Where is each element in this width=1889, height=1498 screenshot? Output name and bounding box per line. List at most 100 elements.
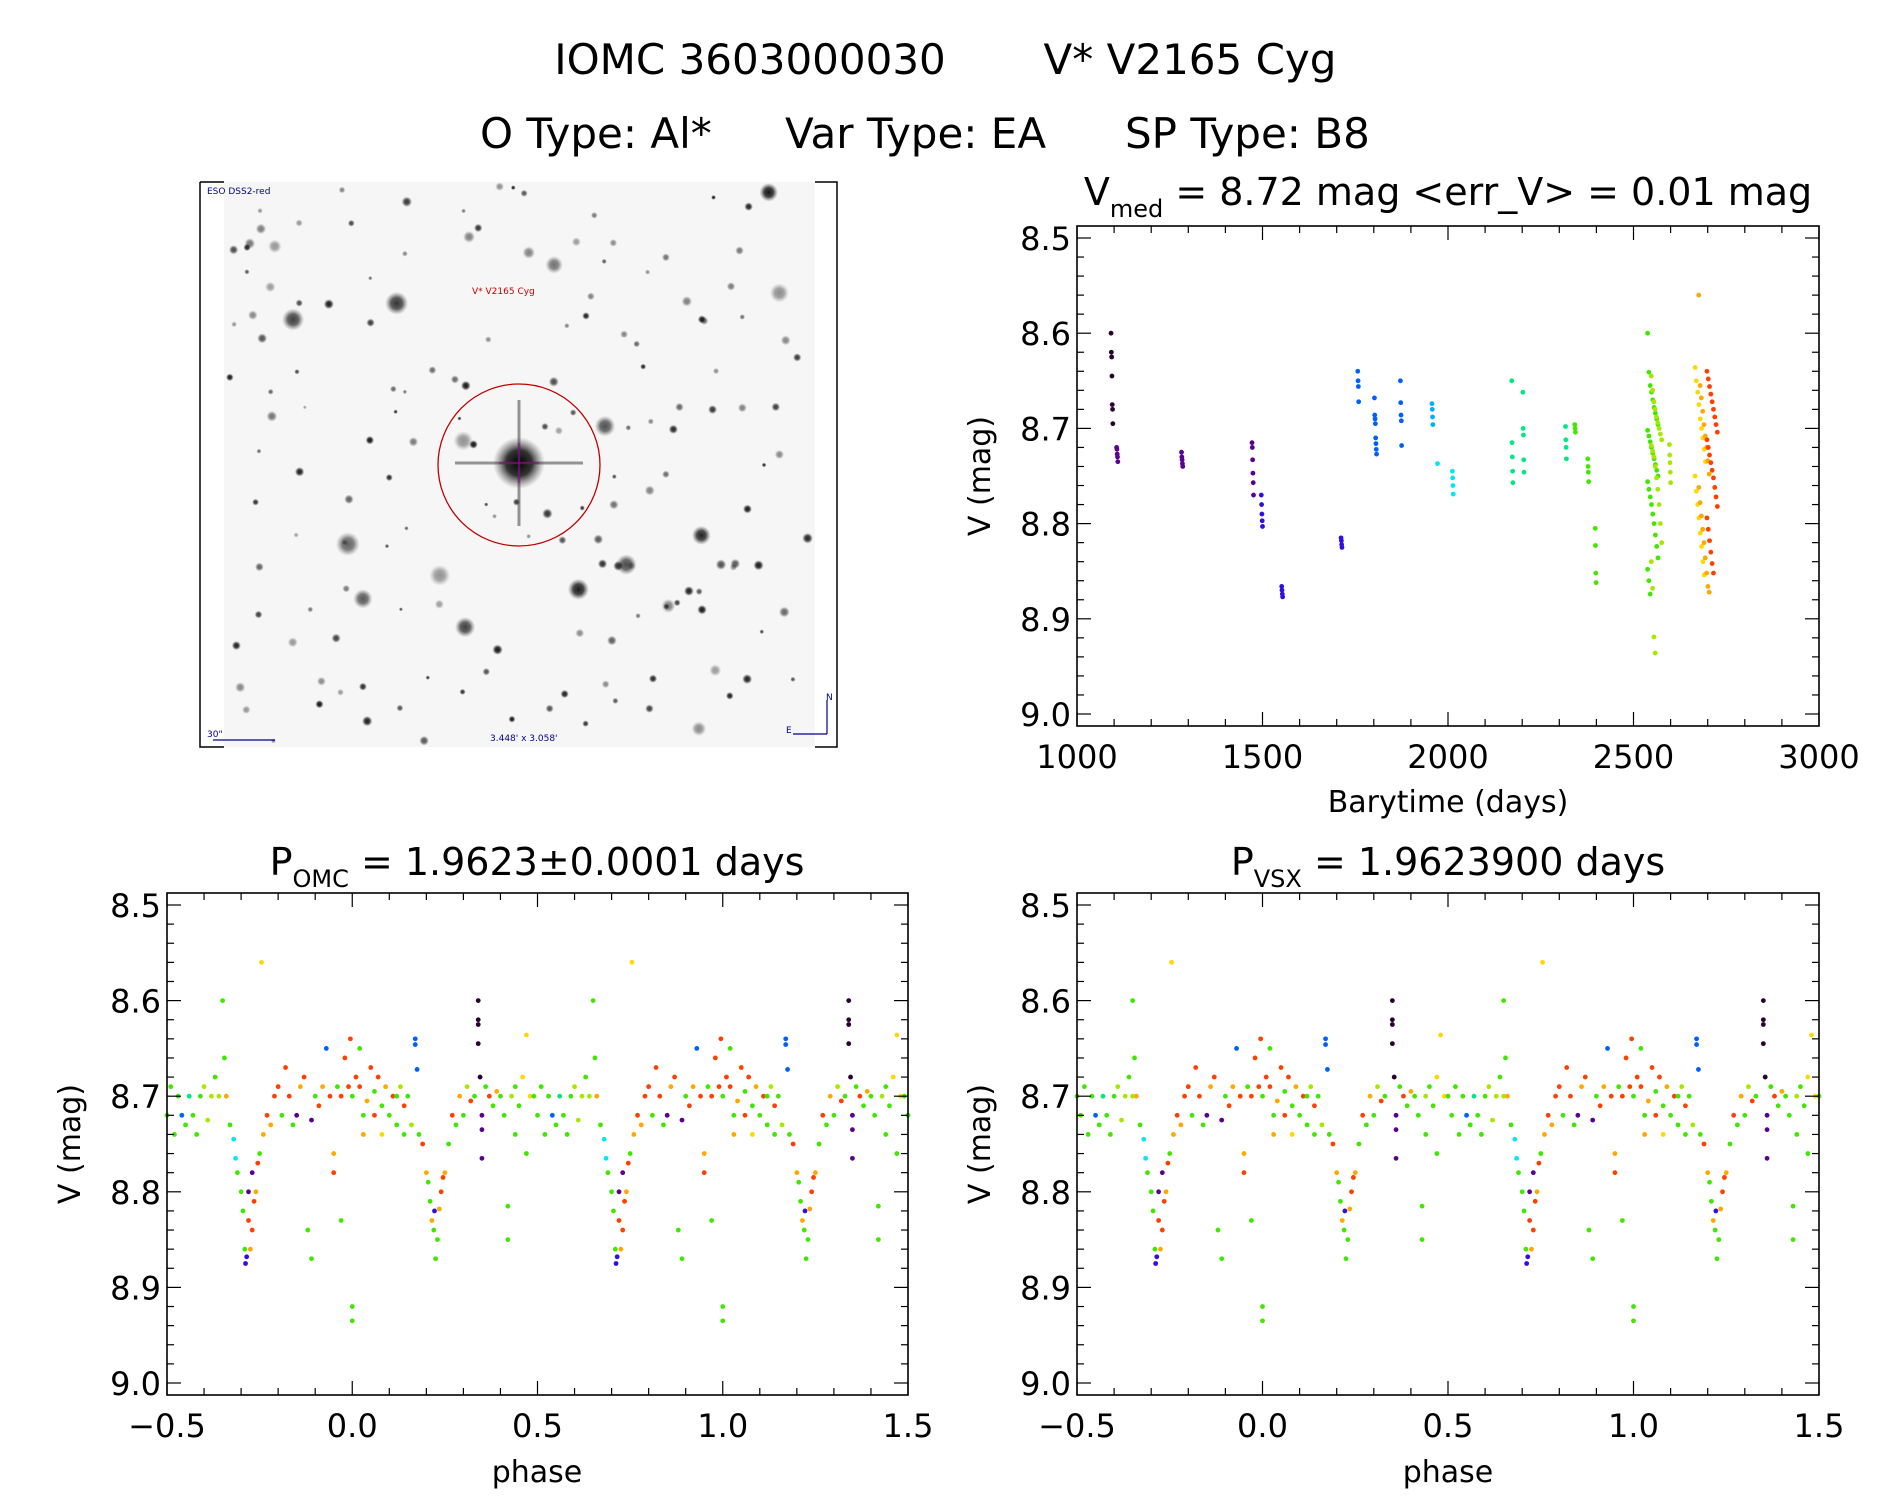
- data-point: [613, 1261, 619, 1266]
- data-point: [1110, 421, 1116, 427]
- star: [586, 292, 595, 301]
- data-point: [761, 1093, 766, 1099]
- data-point: [1731, 1112, 1737, 1118]
- data-point: [1711, 475, 1716, 481]
- title-main: P: [270, 840, 293, 884]
- data-point: [1642, 1132, 1648, 1137]
- data-point: [1542, 1132, 1547, 1137]
- data-point: [205, 1117, 211, 1123]
- data-point: [1608, 1093, 1614, 1099]
- data-point: [1638, 1084, 1644, 1090]
- data-point: [1696, 402, 1702, 407]
- data-point: [1234, 1046, 1239, 1051]
- star: [697, 315, 707, 324]
- data-point: [1675, 1122, 1681, 1128]
- data-point: [720, 1304, 726, 1309]
- data-point: [757, 1112, 763, 1118]
- data-point: [1356, 399, 1362, 405]
- data-point: [1702, 555, 1708, 561]
- data-point: [1372, 416, 1378, 422]
- data-point: [1130, 998, 1136, 1003]
- data-point: [1712, 485, 1718, 490]
- data-point: [624, 1189, 629, 1195]
- data-point: [579, 1093, 585, 1099]
- data-point: [1211, 1074, 1217, 1080]
- data-point: [1654, 544, 1660, 549]
- star: [611, 474, 617, 480]
- data-point: [1085, 1132, 1091, 1137]
- data-point: [1343, 1256, 1349, 1262]
- data-point: [1712, 1227, 1718, 1233]
- data-point: [1249, 440, 1255, 446]
- data-point: [1645, 479, 1650, 485]
- star: [401, 196, 413, 208]
- data-point: [1646, 578, 1652, 584]
- data-point: [701, 1170, 707, 1176]
- data-point: [1108, 330, 1114, 336]
- data-point: [238, 1189, 244, 1195]
- data-point: [894, 1151, 900, 1156]
- data-point: [1163, 1189, 1169, 1195]
- x-tick-label: 1.0: [697, 1407, 748, 1445]
- data-point: [787, 1132, 792, 1137]
- data-point: [572, 1084, 577, 1090]
- star: [252, 498, 260, 506]
- data-point: [231, 1136, 237, 1142]
- y-tick-label: 8.6: [110, 983, 161, 1021]
- data-point: [1325, 1067, 1330, 1072]
- title-subscript: OMC: [293, 865, 349, 893]
- data-point: [268, 1122, 274, 1128]
- data-point: [657, 1093, 663, 1099]
- data-point: [1119, 1117, 1124, 1123]
- data-point: [1647, 383, 1653, 388]
- data-point: [1704, 437, 1710, 443]
- data-point: [1540, 959, 1546, 965]
- star: [744, 202, 754, 212]
- data-point: [1707, 452, 1712, 458]
- star: [520, 189, 528, 197]
- data-point: [1723, 1170, 1729, 1176]
- data-point: [800, 1218, 805, 1223]
- x-tick-label: 0.0: [327, 1407, 378, 1445]
- star: [597, 559, 608, 569]
- data-point: [1289, 1103, 1295, 1109]
- data-point: [1397, 1084, 1403, 1090]
- data-point: [768, 1084, 774, 1090]
- data-point: [775, 1093, 781, 1099]
- header-object-name: V* V2165 Cyg: [1044, 35, 1337, 84]
- data-point: [1297, 1112, 1302, 1118]
- data-point: [1330, 1141, 1336, 1147]
- star: [241, 705, 251, 715]
- data-point: [1450, 491, 1456, 497]
- data-point: [1159, 1170, 1165, 1176]
- data-point: [664, 1112, 670, 1118]
- data-point: [1434, 1151, 1440, 1156]
- data-point: [1248, 1218, 1254, 1223]
- data-point: [1705, 584, 1711, 589]
- data-point: [1356, 1141, 1362, 1147]
- data-point: [1372, 421, 1378, 427]
- plot-frame: [166, 892, 909, 1396]
- star: [590, 211, 598, 219]
- data-point: [1355, 384, 1361, 389]
- data-point: [1429, 401, 1435, 407]
- data-point: [1111, 1093, 1117, 1099]
- star: [231, 640, 241, 651]
- data-point: [475, 1041, 481, 1047]
- data-point: [414, 1067, 420, 1072]
- data-point: [1794, 1132, 1800, 1137]
- data-point: [749, 1132, 755, 1137]
- data-point: [1760, 1017, 1766, 1023]
- data-point: [1696, 1067, 1701, 1072]
- data-point: [1456, 1132, 1462, 1137]
- data-point: [1706, 471, 1712, 477]
- data-point: [1108, 349, 1114, 355]
- data-point: [1593, 570, 1599, 576]
- data-point: [1627, 1084, 1633, 1090]
- title-main: P: [1231, 840, 1254, 884]
- data-point: [827, 1093, 833, 1099]
- data-point: [742, 1089, 748, 1094]
- data-point: [1300, 1093, 1306, 1099]
- data-point: [1497, 1074, 1503, 1080]
- data-point: [1319, 1122, 1325, 1128]
